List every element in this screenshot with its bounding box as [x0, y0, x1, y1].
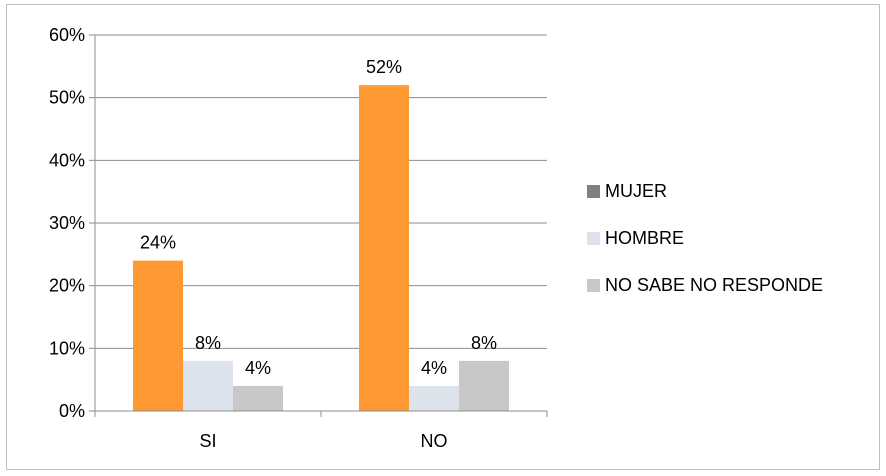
legend: MUJER HOMBRE NO SABE NO RESPONDE	[587, 181, 823, 295]
bar	[459, 360, 509, 411]
legend-label: MUJER	[605, 181, 667, 201]
y-tick-label: 30%	[49, 213, 85, 233]
y-tick-label: 60%	[49, 25, 85, 45]
legend-label: NO SABE NO RESPONDE	[605, 275, 823, 295]
bars	[133, 85, 509, 411]
data-label: 4%	[421, 358, 447, 378]
legend-swatch	[587, 185, 600, 198]
y-axis-tick-labels: 0% 10% 20% 30% 40% 50% 60%	[49, 25, 85, 421]
chart-frame: 0% 10% 20% 30% 40% 50% 60% 24% 8% 4% 52% 4% 8% SI NO…	[6, 4, 880, 470]
data-labels: 24% 8% 4% 52% 4% 8%	[140, 57, 497, 378]
x-tick-label: SI	[199, 431, 216, 451]
y-tick-label: 10%	[49, 338, 85, 358]
bar	[183, 360, 233, 411]
data-label: 8%	[471, 333, 497, 353]
bar	[409, 385, 459, 411]
data-label: 24%	[140, 233, 176, 253]
y-tick-label: 50%	[49, 88, 85, 108]
y-tick-label: 40%	[49, 150, 85, 170]
x-axis-tick-labels: SI NO	[199, 431, 447, 451]
axes	[89, 34, 548, 417]
bar	[359, 85, 409, 411]
bar-chart: 0% 10% 20% 30% 40% 50% 60% 24% 8% 4% 52% 4% 8% SI NO…	[49, 25, 823, 451]
bar	[233, 385, 283, 411]
legend-swatch	[587, 279, 600, 292]
data-label: 52%	[366, 57, 402, 77]
data-label: 8%	[195, 333, 221, 353]
data-label: 4%	[245, 358, 271, 378]
y-tick-label: 20%	[49, 276, 85, 296]
x-tick-label: NO	[421, 431, 448, 451]
y-tick-label: 0%	[59, 401, 85, 421]
legend-swatch	[587, 232, 600, 245]
bar	[133, 260, 183, 411]
legend-label: HOMBRE	[605, 228, 684, 248]
